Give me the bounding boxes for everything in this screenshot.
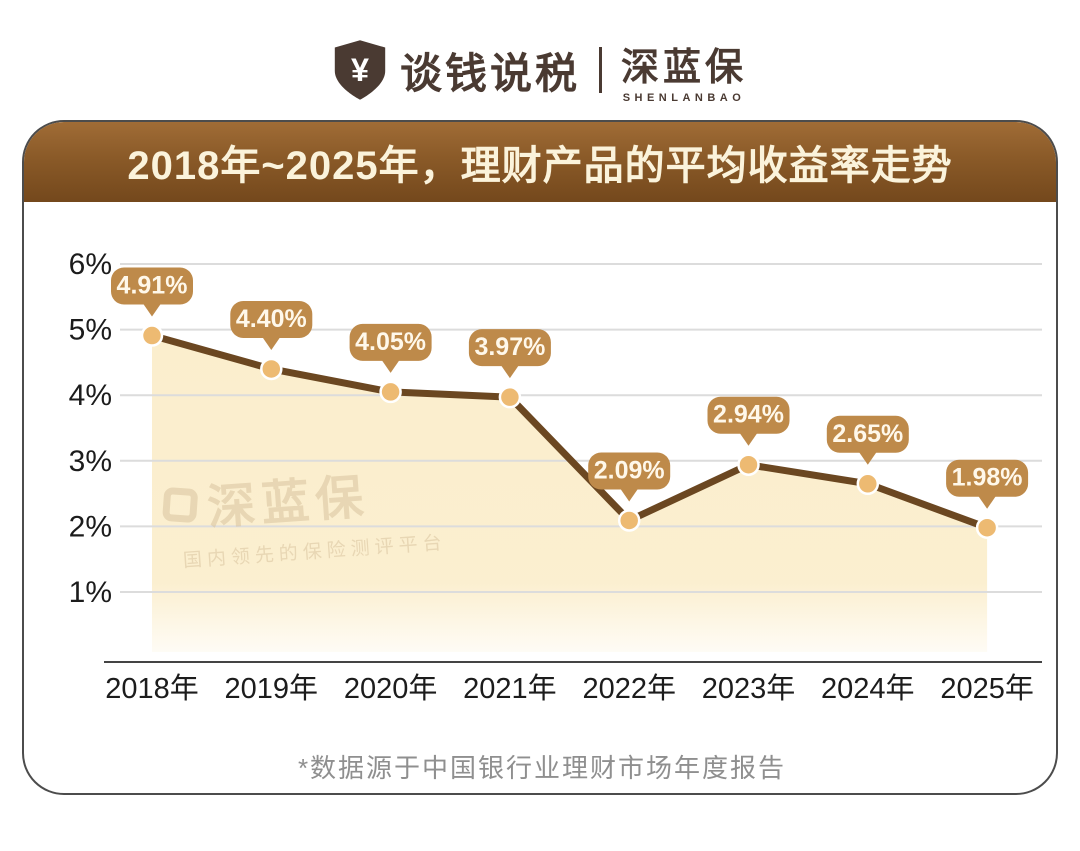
bubble-tail-icon [262, 336, 281, 350]
value-bubble: 2.65% [826, 415, 909, 465]
source-note: *数据源于中国银行业理财市场年度报告 [297, 753, 787, 783]
y-tick-label: 1% [69, 576, 112, 609]
x-tick-label: 2018年 [105, 672, 199, 705]
value-bubble-label: 1.98% [952, 464, 1023, 492]
value-bubble: 4.40% [230, 300, 313, 350]
bubble-tail-icon [739, 432, 758, 446]
bubble-tail-icon [143, 303, 161, 317]
x-tick-label: 2025年 [940, 672, 1034, 705]
data-point [737, 453, 760, 476]
brand-name-latin: SHENLANBAO [622, 92, 746, 104]
bubble-tail-icon [858, 451, 877, 465]
value-bubble-label: 3.97% [474, 333, 545, 361]
brand-header: ¥ 谈钱说税 深蓝保 SHENLANBAO [0, 36, 1080, 104]
yen-shield-icon: ¥ [334, 40, 386, 100]
bubble-tail-icon [381, 359, 400, 373]
data-point [260, 357, 283, 381]
bubble-tail-icon [978, 495, 997, 509]
value-bubble-label: 2.09% [594, 456, 665, 484]
chart-area: 6% 5% 4% 3% 2% 1% 2018年 2019年 2020年 2021年 2022年 202… [24, 202, 1056, 793]
value-bubble: 2.94% [707, 396, 790, 446]
data-point [379, 380, 402, 404]
value-bubble-label: 4.40% [236, 305, 307, 333]
value-bubble: 3.97% [468, 329, 551, 379]
value-bubble-label: 4.05% [355, 328, 426, 356]
x-tick-label: 2020年 [344, 672, 438, 705]
x-tick-label: 2021年 [463, 672, 557, 705]
bubble-tail-icon [620, 488, 639, 502]
chart-title-banner: 2018年~2025年，理财产品的平均收益率走势 [24, 122, 1056, 202]
brand-divider [599, 47, 602, 93]
value-bubble-label: 4.91% [117, 272, 188, 300]
chart-title: 2018年~2025年，理财产品的平均收益率走势 [127, 144, 953, 188]
brand-name-cn: 深蓝保 [621, 47, 748, 89]
chart-card: 2018年~2025年，理财产品的平均收益率走势 6% 5% 4% 3% 2% 1% 201… [22, 120, 1058, 795]
data-point [617, 509, 641, 532]
y-tick-label: 2% [69, 510, 112, 543]
bubble-tail-icon [500, 365, 519, 379]
trend-line [148, 332, 991, 532]
value-bubble: 4.05% [349, 323, 432, 373]
brand-name-right: 深蓝保 SHENLANBAO [621, 36, 747, 104]
x-tick-label: 2023年 [702, 672, 796, 705]
y-tick-label: 5% [69, 314, 112, 347]
y-tick-label: 3% [69, 445, 112, 478]
brand-name-left: 谈钱说税 [399, 49, 580, 97]
x-tick-label: 2024年 [821, 672, 915, 705]
x-tick-label: 2022年 [582, 672, 676, 705]
data-point [975, 516, 999, 539]
y-tick-label: 6% [69, 248, 112, 281]
area-fill [152, 335, 988, 652]
y-tick-label: 4% [69, 379, 112, 412]
value-bubble-label: 2.65% [832, 420, 903, 448]
data-point [140, 324, 164, 347]
value-bubble-label: 2.94% [713, 401, 784, 429]
yield-trend-chart: 6% 5% 4% 3% 2% 1% 2018年 2019年 2020年 2021年 2022年 202… [69, 248, 1042, 705]
data-point [498, 385, 522, 409]
data-point [856, 472, 880, 496]
x-tick-label: 2019年 [225, 672, 319, 705]
value-bubble: 1.98% [946, 459, 1029, 509]
value-bubble: 4.91% [111, 267, 193, 317]
value-bubble: 2.09% [588, 452, 671, 502]
yen-glyph: ¥ [351, 52, 369, 88]
